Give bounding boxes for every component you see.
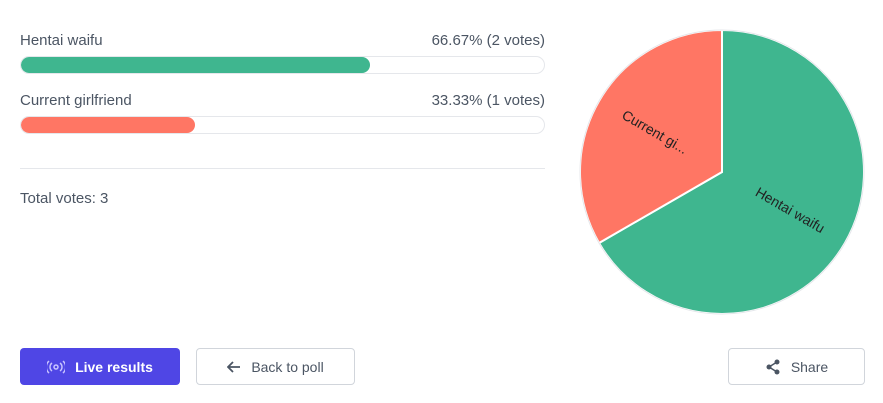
- option-result: 66.67% (2 votes): [431, 32, 545, 49]
- button-label: Back to poll: [251, 358, 324, 375]
- arrow-icon: [227, 360, 241, 373]
- option-result: 33.33% (1 votes): [431, 92, 545, 109]
- result-row: Current girlfriend 33.33% (1 votes): [20, 92, 545, 136]
- live-results-button[interactable]: Live results: [20, 348, 180, 385]
- share-button[interactable]: Share: [728, 348, 865, 385]
- progress-bar: [21, 57, 370, 73]
- button-label: Live results: [75, 358, 153, 375]
- pie-outline: [579, 29, 865, 315]
- result-row: Hentai waifu 66.67% (2 votes): [20, 32, 545, 76]
- option-label: Current girlfriend: [20, 92, 132, 109]
- progress-bar: [21, 117, 196, 133]
- total-votes: Total votes: 3: [20, 190, 109, 207]
- back-button[interactable]: Back to poll: [196, 348, 355, 385]
- button-label: Share: [790, 358, 829, 375]
- option-label: Hentai waifu: [20, 32, 103, 49]
- progress-track: [20, 56, 545, 74]
- share-icon: [766, 359, 780, 374]
- divider: [20, 168, 545, 169]
- live-icon: [47, 359, 66, 374]
- progress-track: [20, 116, 545, 134]
